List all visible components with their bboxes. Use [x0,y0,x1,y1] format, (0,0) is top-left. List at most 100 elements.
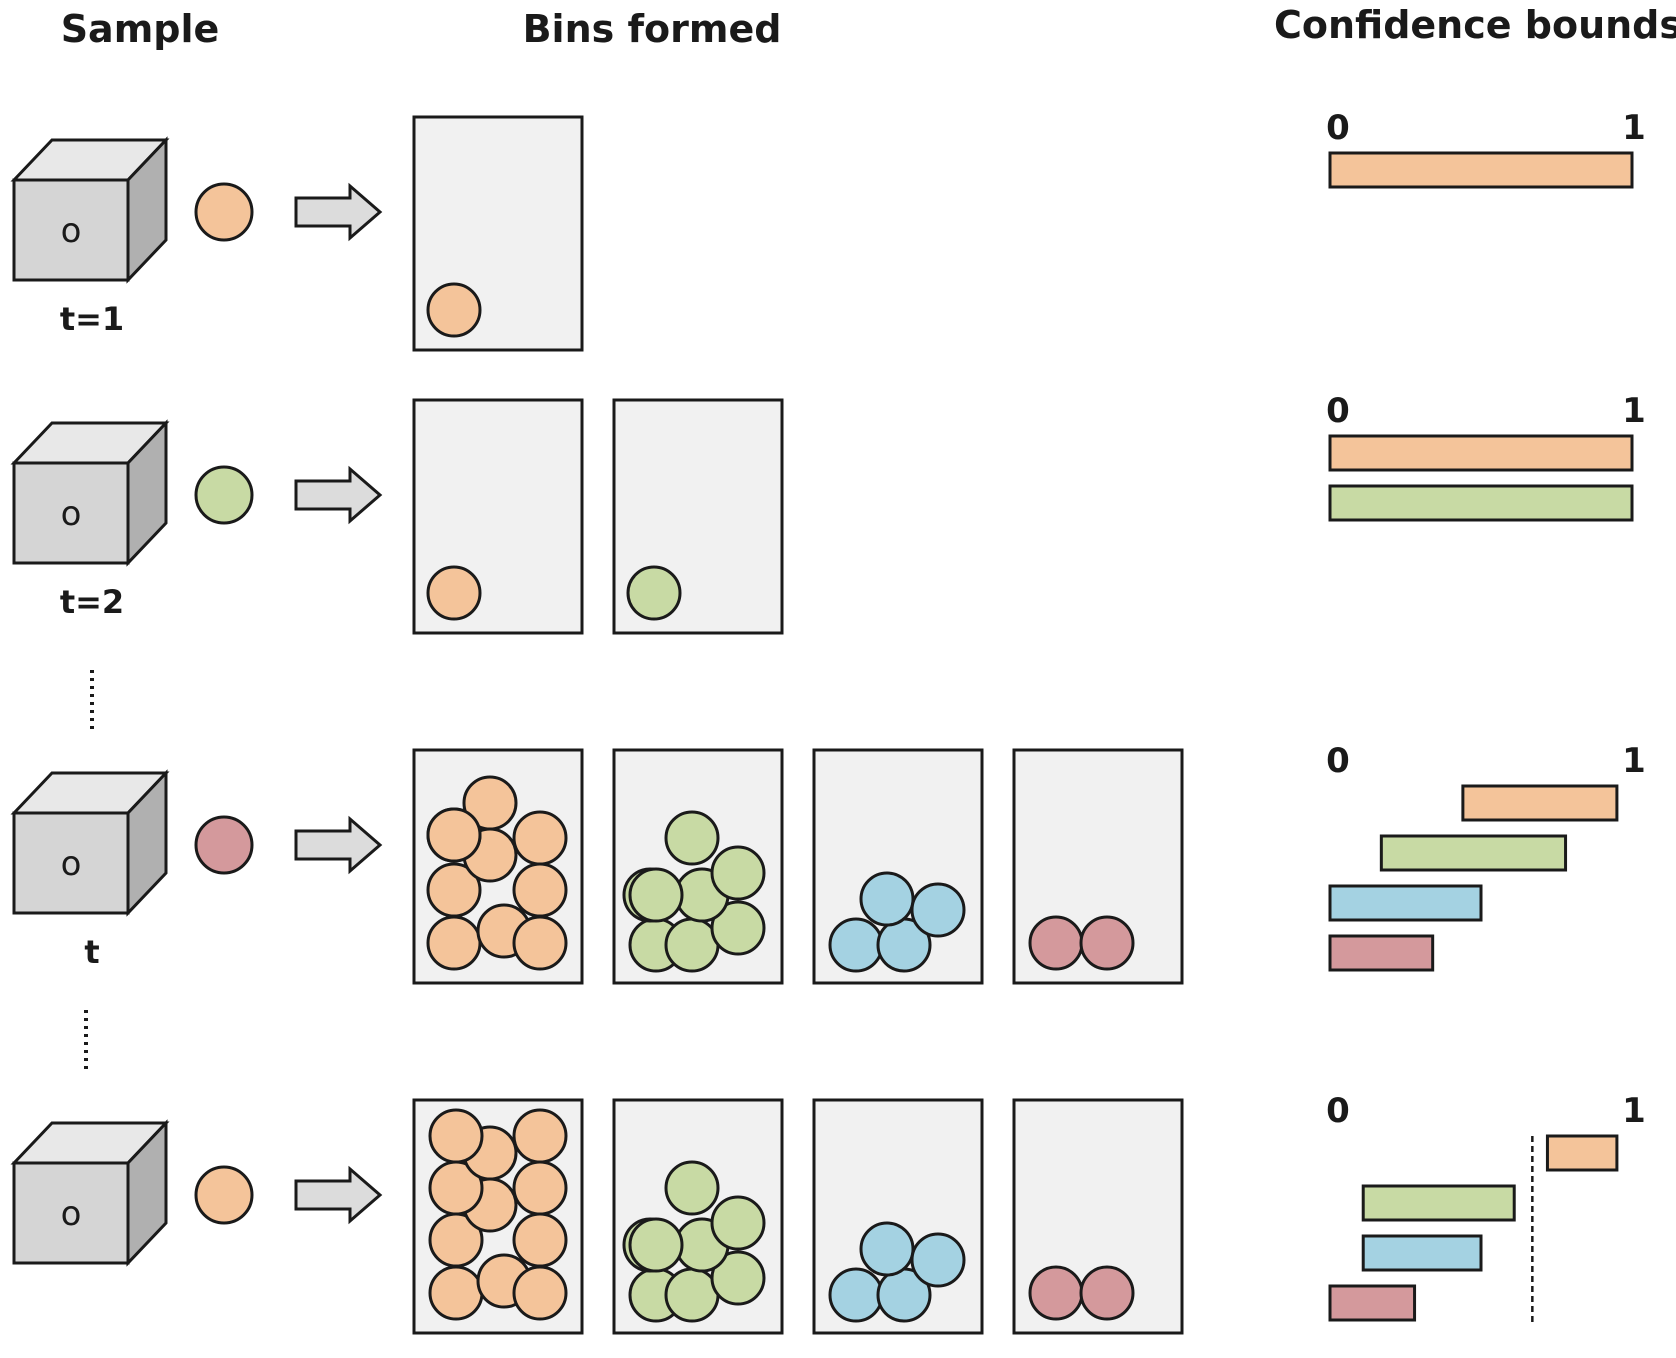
ball [512,1108,568,1164]
axis-max: 1 [1622,741,1646,781]
axis-max: 1 [1622,108,1646,148]
bin-orange [412,398,584,635]
bound-bar-orange [1545,1134,1619,1172]
ball [1028,915,1084,971]
ball [664,810,720,866]
axis-min: 0 [1326,741,1350,781]
bound-bar-blue [1361,1234,1483,1272]
header-confidence-bounds: Confidence bounds [1274,3,1676,47]
ball [428,1108,484,1164]
header-sample: Sample [61,7,220,51]
row-2: ot=20 1 [10,391,1646,635]
box-front-face [12,178,130,282]
ball [512,1265,568,1321]
ball [664,917,720,973]
ball [1028,1265,1084,1321]
bound-bar-green [1328,484,1634,522]
box-front-face [12,461,130,565]
ball [859,871,915,927]
box-letter: o [61,211,82,251]
ball [512,1160,568,1216]
box-front-face [12,811,130,915]
row-1: ot=10 1 [10,108,1646,352]
bound-bar-orange [1461,784,1619,822]
box-letter: o [61,844,82,884]
ball [512,1212,568,1268]
ball [628,1217,684,1273]
ball [628,867,684,923]
arrow-icon [294,465,383,525]
bin-orange [412,115,584,352]
ball [910,1232,966,1288]
ball [664,1267,720,1323]
sample-box: o [10,769,170,917]
sample-box: o [10,419,170,567]
time-label: t [84,933,99,971]
ball [626,565,682,621]
ball [710,845,766,901]
ball [426,565,482,621]
ball [426,915,482,971]
bound-bar-green [1379,834,1568,872]
bound-bar-orange [1328,434,1634,472]
bin-red [1012,748,1184,985]
bin-green [612,1098,784,1335]
bin-green [612,398,784,635]
ball [426,807,482,863]
box-front-face [12,1161,130,1265]
bin-blue [812,1098,984,1335]
sampled-ball [194,1165,254,1225]
box-letter: o [61,494,82,534]
sample-box: o [10,136,170,284]
ball [828,1267,884,1323]
bound-bar-red [1328,934,1435,972]
ball [910,882,966,938]
arrow-icon [294,815,383,875]
axis-min: 0 [1326,1091,1350,1131]
ball [512,810,568,866]
header-bins-formed: Bins formed [523,7,782,51]
sampled-ball [194,815,254,875]
bound-bar-green [1361,1184,1516,1222]
bin-frame [412,115,584,352]
row-3: ot0 1 [10,741,1646,985]
ball [426,282,482,338]
ball [1079,915,1135,971]
bound-bar-red [1328,1284,1417,1322]
sampled-ball [194,182,254,242]
time-label: t=2 [60,583,124,621]
axis-min: 0 [1326,391,1350,431]
axis-min: 0 [1326,108,1350,148]
ball [1079,1265,1135,1321]
ball [426,862,482,918]
axis-max: 1 [1622,391,1646,431]
bound-bar-orange [1328,151,1634,189]
row-4: o0 1 [10,1091,1646,1335]
box-letter: o [61,1194,82,1234]
sampled-ball [194,465,254,525]
arrow-icon [294,182,383,242]
axis-max: 1 [1622,1091,1646,1131]
arrow-icon [294,1165,383,1225]
bound-bar-blue [1328,884,1483,922]
bin-orange [412,748,584,985]
ball [710,1195,766,1251]
ball [859,1221,915,1277]
ball [664,1160,720,1216]
ball [828,917,884,973]
bin-orange [412,1098,584,1335]
sample-box: o [10,1119,170,1267]
ball [462,775,518,831]
ball [710,1250,766,1306]
ball [512,915,568,971]
ball [512,862,568,918]
bin-blue [812,748,984,985]
bin-red [1012,1098,1184,1335]
ball [428,1265,484,1321]
